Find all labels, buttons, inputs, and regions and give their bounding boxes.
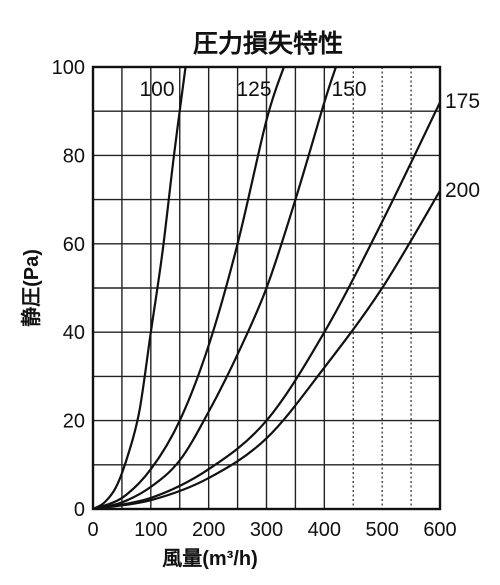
- series-line-150: [93, 67, 337, 509]
- x-axis-label: 風量(m³/h): [162, 547, 258, 570]
- x-tick-label-200: 200: [192, 519, 225, 541]
- curves: [93, 67, 440, 509]
- series-label-100: 100: [139, 78, 174, 101]
- series-label-200: 200: [445, 179, 480, 202]
- x-tick-label-300: 300: [250, 519, 283, 541]
- series-label-150: 150: [331, 78, 366, 101]
- x-tick-label-500: 500: [365, 519, 398, 541]
- y-tick-label-40: 40: [63, 322, 85, 344]
- y-axis-label: 静圧(Pa): [19, 249, 43, 327]
- tick-labels: 0 100 200 300 400 500 600 0 20 40 60 80 100: [52, 57, 457, 541]
- x-tick-label-600: 600: [423, 519, 456, 541]
- y-tick-label-0: 0: [74, 499, 85, 521]
- x-tick-label-400: 400: [308, 519, 341, 541]
- x-tick-label-0: 0: [87, 519, 98, 541]
- y-tick-label-20: 20: [63, 411, 85, 433]
- x-tick-label-100: 100: [134, 519, 167, 541]
- series-line-175: [93, 101, 440, 509]
- y-tick-label-80: 80: [63, 145, 85, 167]
- series-label-175: 175: [445, 90, 480, 113]
- y-tick-label-100: 100: [52, 57, 85, 79]
- plot-frame: [91, 65, 442, 511]
- series-line-125: [93, 67, 285, 509]
- series-line-100: [93, 67, 187, 509]
- y-tick-label-60: 60: [63, 234, 85, 256]
- series-labels: 100 125 150 175 200: [139, 78, 480, 202]
- series-label-125: 125: [236, 78, 271, 101]
- chart-title: 圧力損失特性: [193, 30, 343, 58]
- series-line-200: [93, 189, 440, 509]
